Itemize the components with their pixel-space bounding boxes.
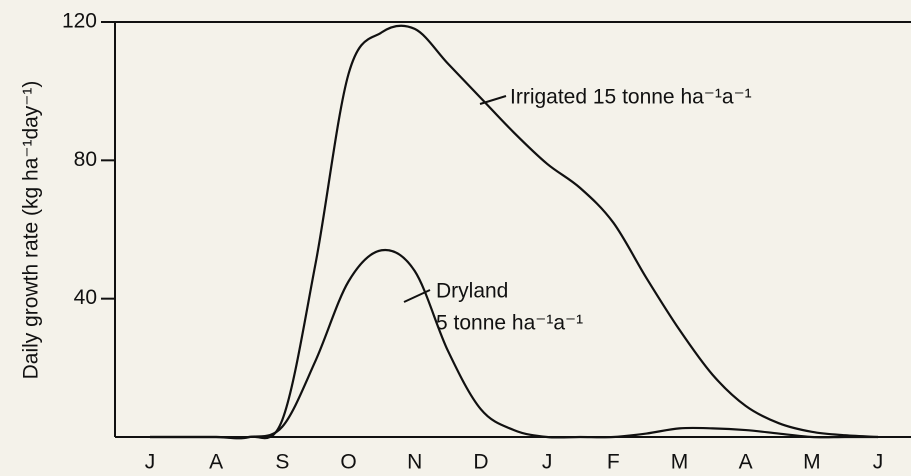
x-tick-label: F bbox=[607, 451, 620, 474]
y-tick-label: 80 bbox=[74, 148, 97, 171]
x-tick-label: D bbox=[473, 451, 488, 474]
x-tick-label: S bbox=[275, 451, 289, 474]
x-tick-label: J bbox=[145, 451, 156, 474]
y-tick-label: 120 bbox=[62, 10, 97, 33]
annotation: Irrigated 15 tonne ha⁻¹a⁻¹ bbox=[510, 86, 752, 109]
x-tick-label: A bbox=[739, 451, 753, 474]
x-tick-label: N bbox=[407, 451, 422, 474]
y-tick-label: 40 bbox=[74, 286, 97, 309]
series-line bbox=[150, 24, 879, 440]
x-tick-label: M bbox=[671, 451, 689, 474]
x-tick-label: M bbox=[803, 451, 821, 474]
x-tick-label: O bbox=[340, 451, 356, 474]
series-line bbox=[150, 248, 878, 439]
annotation: 5 tonne ha⁻¹a⁻¹ bbox=[436, 312, 583, 335]
y-axis-label: Daily growth rate (kg ha⁻¹day⁻¹) bbox=[20, 81, 43, 380]
annotation: Dryland bbox=[436, 280, 508, 303]
x-tick-label: J bbox=[873, 451, 884, 474]
x-tick-label: J bbox=[542, 451, 553, 474]
x-tick-label: A bbox=[209, 451, 223, 474]
